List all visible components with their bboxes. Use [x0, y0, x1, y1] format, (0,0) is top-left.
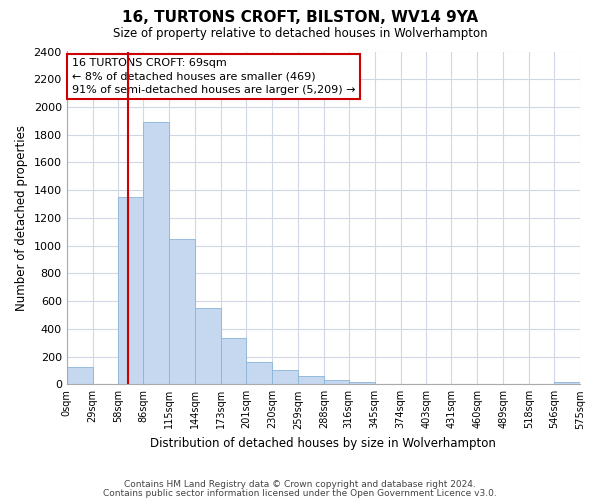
Text: Contains HM Land Registry data © Crown copyright and database right 2024.: Contains HM Land Registry data © Crown c… — [124, 480, 476, 489]
Bar — [298, 376, 324, 384]
Bar — [143, 122, 169, 384]
Bar — [554, 382, 580, 384]
Bar — [67, 367, 92, 384]
Bar — [272, 370, 298, 384]
Y-axis label: Number of detached properties: Number of detached properties — [15, 125, 28, 311]
Bar — [324, 380, 349, 384]
Text: 16, TURTONS CROFT, BILSTON, WV14 9YA: 16, TURTONS CROFT, BILSTON, WV14 9YA — [122, 10, 478, 25]
Bar — [246, 362, 272, 384]
Text: Size of property relative to detached houses in Wolverhampton: Size of property relative to detached ho… — [113, 28, 487, 40]
Text: Contains public sector information licensed under the Open Government Licence v3: Contains public sector information licen… — [103, 488, 497, 498]
Bar — [221, 338, 246, 384]
Text: 16 TURTONS CROFT: 69sqm
← 8% of detached houses are smaller (469)
91% of semi-de: 16 TURTONS CROFT: 69sqm ← 8% of detached… — [72, 58, 355, 94]
Bar — [195, 308, 221, 384]
Bar — [169, 238, 195, 384]
Bar — [349, 382, 374, 384]
X-axis label: Distribution of detached houses by size in Wolverhampton: Distribution of detached houses by size … — [151, 437, 496, 450]
Bar — [118, 197, 143, 384]
